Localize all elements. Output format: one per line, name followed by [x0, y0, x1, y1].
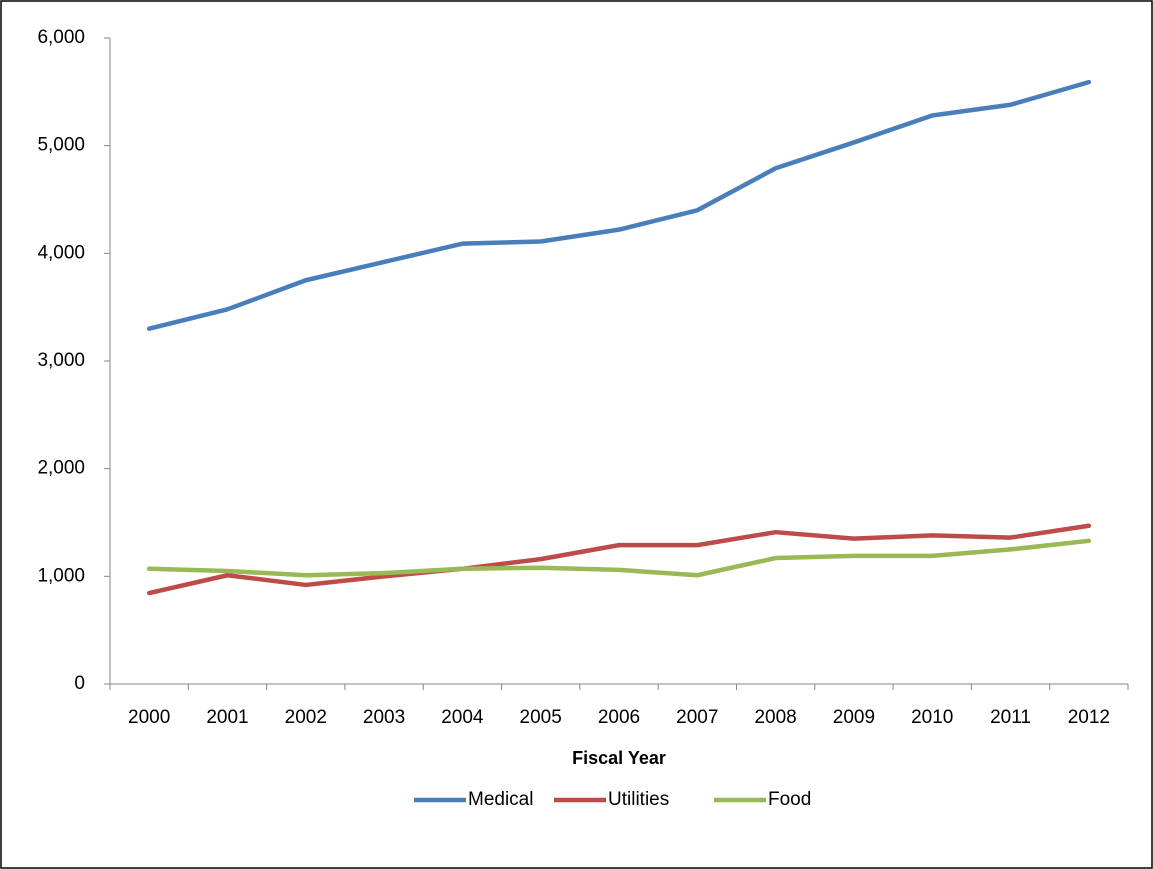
- series-line: [146, 79, 1092, 331]
- y-tick-label: 5,000: [37, 135, 85, 156]
- y-tick-label: 3,000: [37, 350, 85, 371]
- x-tick-label: 2005: [520, 707, 562, 728]
- x-tick-label: 2007: [676, 707, 718, 728]
- x-tick-label: 2004: [441, 707, 484, 728]
- legend-label: Medical: [468, 789, 533, 810]
- y-tick-label: 2,000: [37, 458, 85, 479]
- x-tick-label: 2003: [363, 707, 405, 728]
- x-tick-label: 2001: [206, 707, 248, 728]
- y-tick-label: 4,000: [37, 242, 85, 263]
- x-axis-title: Fiscal Year: [572, 748, 666, 768]
- x-tick-label: 2000: [128, 707, 170, 728]
- legend-label: Food: [768, 789, 811, 810]
- x-tick-label: 2006: [598, 707, 640, 728]
- y-tick-label: 0: [74, 673, 85, 694]
- x-tick-label: 2012: [1068, 707, 1110, 728]
- x-tick-label: 2008: [754, 707, 796, 728]
- y-tick-label: 1,000: [37, 565, 85, 586]
- series-line: [146, 523, 1092, 596]
- series-line: [146, 538, 1092, 578]
- x-tick-label: 2009: [833, 707, 875, 728]
- x-tick-label: 2010: [911, 707, 953, 728]
- legend-label: Utilities: [608, 789, 669, 810]
- x-tick-label: 2011: [990, 707, 1031, 728]
- y-tick-label: 6,000: [37, 27, 85, 48]
- x-tick-label: 2002: [285, 707, 327, 728]
